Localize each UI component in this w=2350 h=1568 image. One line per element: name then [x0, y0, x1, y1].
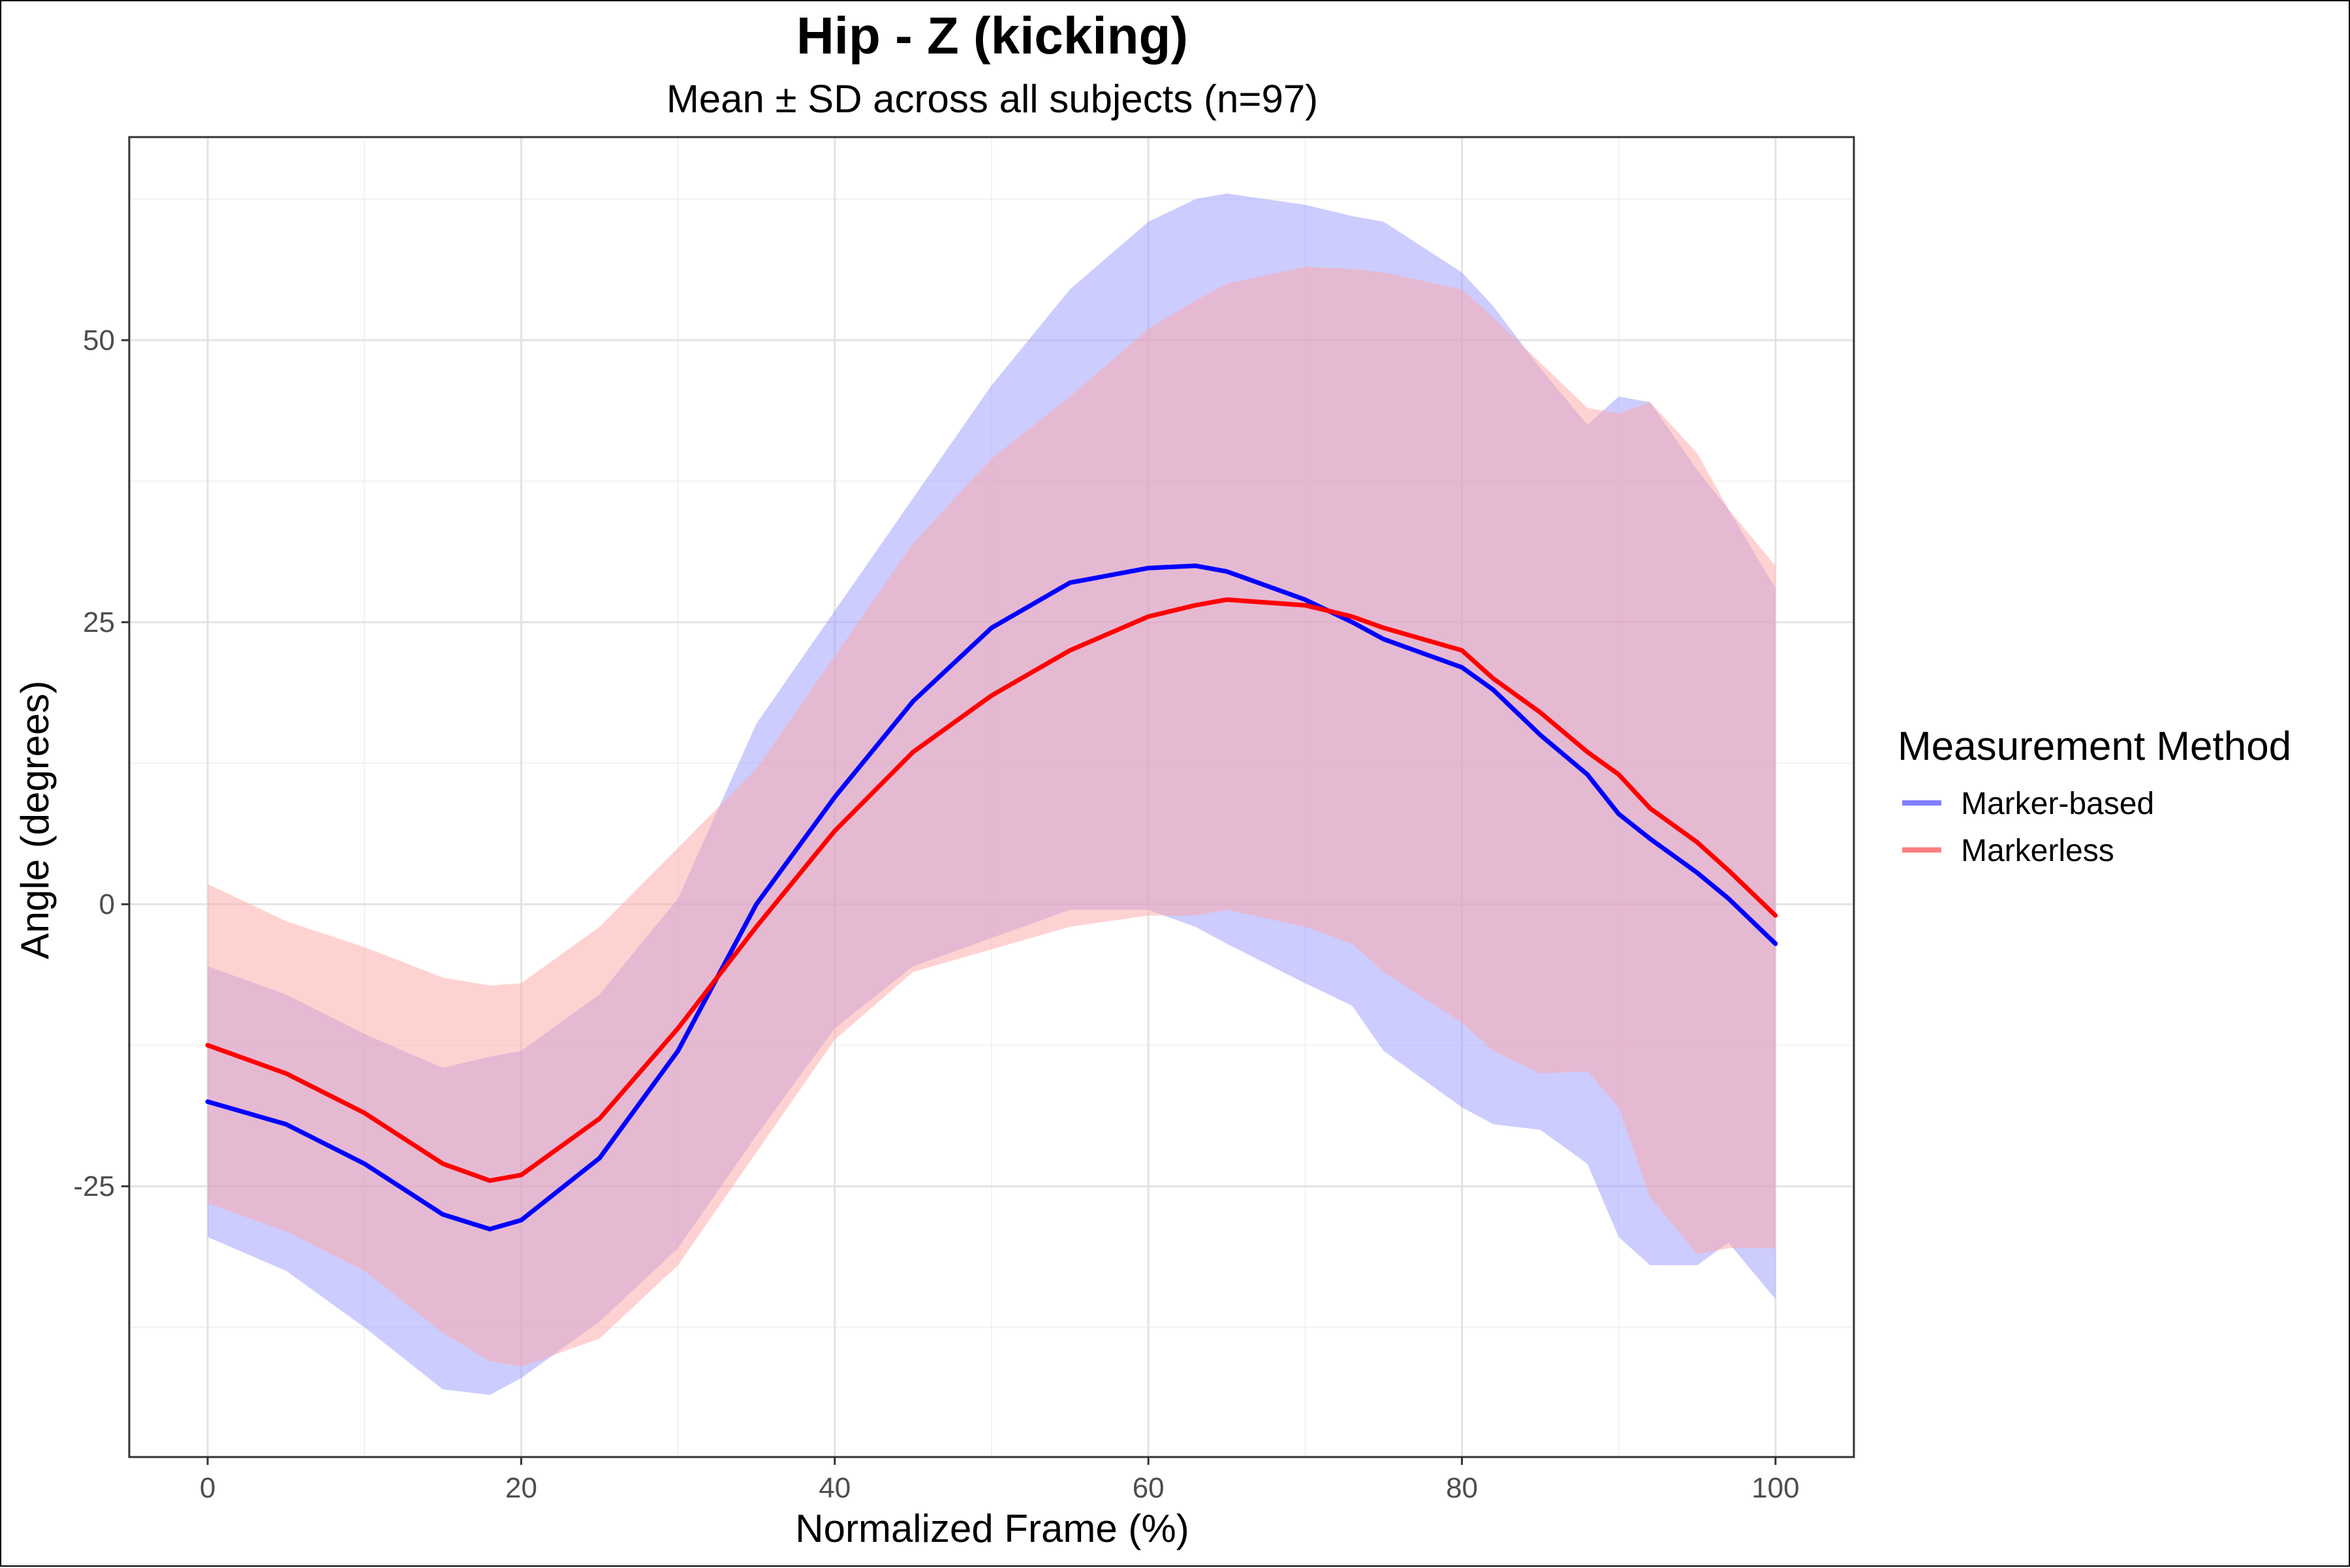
plot-area: 0 20 40 60 80 100 -25 0 25 50 [73, 136, 1855, 1504]
y-axis-title: Angle (degrees) [13, 681, 57, 960]
y-tick-label: -25 [73, 1170, 115, 1202]
x-tick-label: 0 [200, 1472, 215, 1504]
legend-label-series-1: Marker-based [1961, 787, 2154, 821]
legend-title: Measurement Method [1898, 724, 2291, 769]
x-tick-label: 20 [505, 1472, 537, 1504]
mean-line-series-1 [205, 563, 1778, 1232]
x-axis-title: Normalized Frame (%) [795, 1507, 1189, 1550]
x-tick-label: 80 [1446, 1472, 1478, 1504]
x-tick-label: 100 [1751, 1472, 1799, 1504]
legend-item-series-2: Markerless [1902, 834, 2114, 868]
legend-item-series-1: Marker-based [1902, 787, 2154, 821]
legend-label-series-2: Markerless [1961, 834, 2114, 868]
sd-band-series-2 [208, 266, 1776, 1367]
y-tick-label: 25 [83, 606, 115, 638]
chart-subtitle: Mean ± SD across all subjects (n=97) [666, 77, 1318, 121]
y-tick-label: 0 [99, 888, 115, 920]
x-tick-label: 40 [819, 1472, 851, 1504]
legend: Measurement Method Marker-based Markerles… [1898, 724, 2291, 868]
mean-line-series-2 [205, 597, 1778, 1184]
x-tick-label: 60 [1133, 1472, 1165, 1504]
chart-title: Hip - Z (kicking) [796, 7, 1188, 65]
y-tick-label: 50 [83, 324, 115, 356]
plot-border [128, 136, 1855, 1458]
